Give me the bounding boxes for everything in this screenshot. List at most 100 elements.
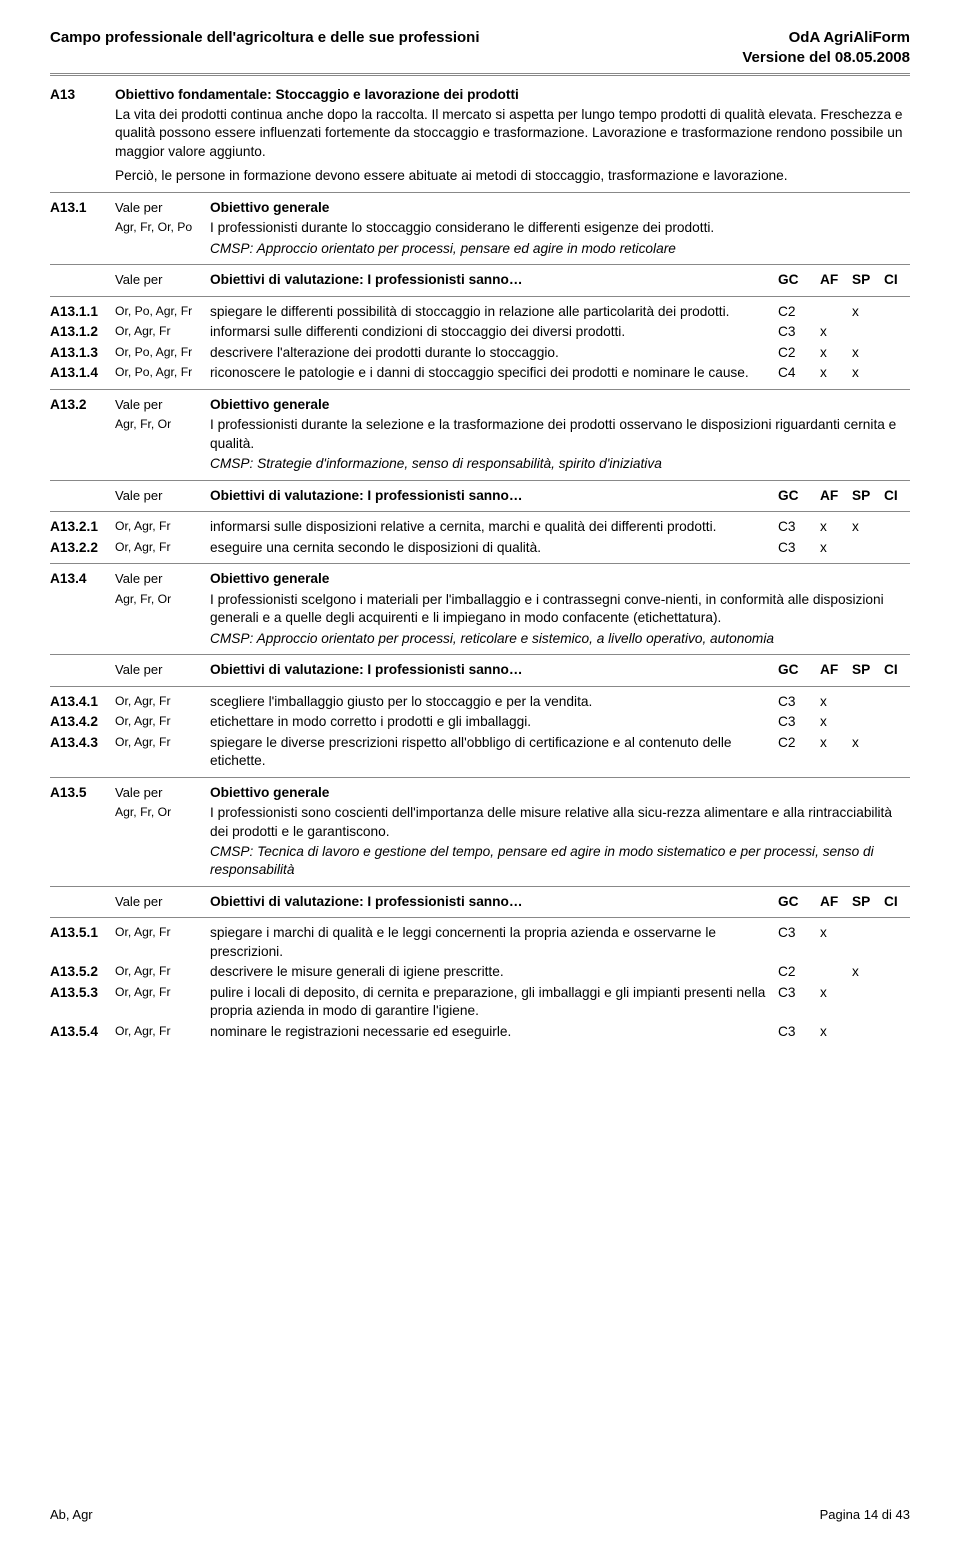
divider — [50, 563, 910, 564]
a13-para1: La vita dei prodotti continua anche dopo… — [115, 106, 910, 161]
header-right-1: OdA AgriAliForm — [742, 28, 910, 48]
row-text: eseguire una cernita secondo le disposiz… — [210, 539, 778, 557]
af-label: AF — [820, 487, 852, 505]
gc-label: GC — [778, 661, 820, 679]
divider — [50, 777, 910, 778]
table-row: A13.5.3Or, Agr, Frpulire i locali di dep… — [50, 984, 910, 1021]
obiettivo-generale-label: Obiettivo generale — [210, 199, 910, 217]
row-code: A13.4.2 — [50, 713, 115, 731]
sp-label: SP — [852, 893, 884, 911]
a13-4-hdr: A13.4 Vale per Obiettivo generale — [50, 570, 910, 588]
row-text: spiegare i marchi di qualità e le leggi … — [210, 924, 778, 961]
obiettivo-generale-label: Obiettivo generale — [210, 396, 910, 414]
a13-2-obj-hdr: Vale per Obiettivi di valutazione: I pro… — [50, 487, 910, 505]
row-text: etichettare in modo corretto i prodotti … — [210, 713, 778, 731]
a13-4-gen-text: I professionisti scelgono i materiali pe… — [210, 591, 910, 628]
page-footer: Ab, Agr Pagina 14 di 43 — [50, 1506, 910, 1524]
obiettivo-generale-label: Obiettivo generale — [210, 784, 910, 802]
row-gc: C3 — [778, 924, 820, 942]
row-who: Or, Po, Agr, Fr — [115, 344, 210, 360]
row-sp: x — [852, 364, 884, 382]
row-sp: x — [852, 734, 884, 752]
row-code: A13.4.3 — [50, 734, 115, 752]
row-text: spiegare le differenti possibilità di st… — [210, 303, 778, 321]
vale-per-label: Vale per — [115, 199, 210, 217]
header-divider — [50, 73, 910, 76]
a13-title-row: A13 Obiettivo fondamentale: Stoccaggio e… — [50, 86, 910, 104]
header-right-2: Versione del 08.05.2008 — [742, 48, 910, 68]
row-gc: C3 — [778, 984, 820, 1002]
a13-title: Obiettivo fondamentale: Stoccaggio e lav… — [115, 86, 910, 104]
table-row: A13.5.2Or, Agr, Frdescrivere le misure g… — [50, 963, 910, 981]
row-code: A13.5.2 — [50, 963, 115, 981]
a13-2-cmsp: CMSP: Strategie d'informazione, senso di… — [210, 455, 910, 473]
table-row: A13.1.3Or, Po, Agr, Frdescrivere l'alter… — [50, 344, 910, 362]
af-label: AF — [820, 661, 852, 679]
a13-4-obj-hdr: Vale per Obiettivi di valutazione: I pro… — [50, 661, 910, 679]
vale-per-label: Vale per — [115, 893, 210, 911]
footer-right: Pagina 14 di 43 — [820, 1506, 910, 1524]
divider — [50, 192, 910, 193]
vale-per-label: Vale per — [115, 396, 210, 414]
row-gc: C2 — [778, 303, 820, 321]
row-text: descrivere le misure generali di igiene … — [210, 963, 778, 981]
table-row: A13.1.2Or, Agr, Frinformarsi sulle diffe… — [50, 323, 910, 341]
row-text: pulire i locali di deposito, di cernita … — [210, 984, 778, 1021]
row-who: Or, Agr, Fr — [115, 539, 210, 555]
table-row: A13.5.4Or, Agr, Frnominare le registrazi… — [50, 1023, 910, 1041]
table-row: A13.2.2Or, Agr, Freseguire una cernita s… — [50, 539, 910, 557]
row-af: x — [820, 693, 852, 711]
row-text: descrivere l'alterazione dei prodotti du… — [210, 344, 778, 362]
row-who: Or, Agr, Fr — [115, 924, 210, 940]
row-text: spiegare le diverse prescrizioni rispett… — [210, 734, 778, 771]
row-code: A13.2.1 — [50, 518, 115, 536]
gc-label: GC — [778, 893, 820, 911]
row-gc: C3 — [778, 693, 820, 711]
row-af: x — [820, 323, 852, 341]
table-row: A13.4.3Or, Agr, Frspiegare le diverse pr… — [50, 734, 910, 771]
sp-label: SP — [852, 271, 884, 289]
a13-5-cmsp: CMSP: Tecnica di lavoro e gestione del t… — [210, 843, 910, 880]
row-code: A13.2.2 — [50, 539, 115, 557]
row-text: informarsi sulle disposizioni relative a… — [210, 518, 778, 536]
divider — [50, 917, 910, 918]
a13-5-hdr: A13.5 Vale per Obiettivo generale — [50, 784, 910, 802]
row-who: Or, Agr, Fr — [115, 323, 210, 339]
row-code: A13.5.3 — [50, 984, 115, 1002]
af-label: AF — [820, 893, 852, 911]
a13-2-code: A13.2 — [50, 396, 115, 414]
obiettivo-generale-label: Obiettivo generale — [210, 570, 910, 588]
ci-label: CI — [884, 893, 910, 911]
row-code: A13.5.4 — [50, 1023, 115, 1041]
a13-5-agr: Agr, Fr, Or — [115, 804, 210, 820]
row-gc: C3 — [778, 539, 820, 557]
row-sp: x — [852, 518, 884, 536]
row-code: A13.1.3 — [50, 344, 115, 362]
row-af: x — [820, 344, 852, 362]
row-gc: C2 — [778, 963, 820, 981]
obiettivi-val-label: Obiettivi di valutazione: I professionis… — [210, 271, 778, 289]
divider — [50, 654, 910, 655]
row-af: x — [820, 364, 852, 382]
table-row: A13.4.2Or, Agr, Fretichettare in modo co… — [50, 713, 910, 731]
a13-2-hdr: A13.2 Vale per Obiettivo generale — [50, 396, 910, 414]
row-code: A13.5.1 — [50, 924, 115, 942]
row-sp: x — [852, 303, 884, 321]
a13-5-gen: Agr, Fr, Or I professionisti sono coscie… — [50, 804, 910, 841]
table-row: A13.1.1Or, Po, Agr, Frspiegare le differ… — [50, 303, 910, 321]
sp-label: SP — [852, 661, 884, 679]
a13-1-gen: Agr, Fr, Or, Po I professionisti durante… — [50, 219, 910, 237]
a13-2-agr: Agr, Fr, Or — [115, 416, 210, 432]
row-gc: C3 — [778, 713, 820, 731]
row-af: x — [820, 924, 852, 942]
a13-1-code: A13.1 — [50, 199, 115, 217]
row-af: x — [820, 713, 852, 731]
row-who: Or, Agr, Fr — [115, 713, 210, 729]
row-af: x — [820, 984, 852, 1002]
footer-left: Ab, Agr — [50, 1506, 93, 1524]
divider — [50, 480, 910, 481]
divider — [50, 686, 910, 687]
row-who: Or, Agr, Fr — [115, 734, 210, 750]
row-who: Or, Po, Agr, Fr — [115, 303, 210, 319]
a13-1-hdr: A13.1 Vale per Obiettivo generale — [50, 199, 910, 217]
